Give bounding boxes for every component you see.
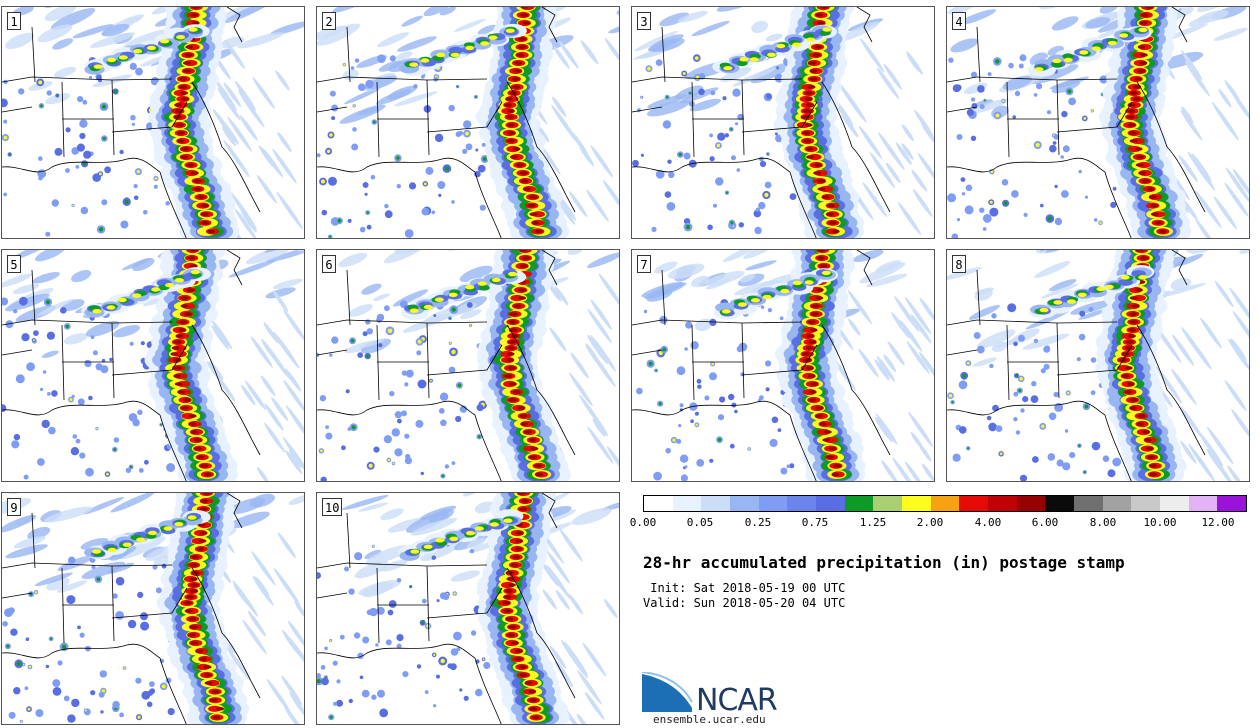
colorbar-swatch — [988, 496, 1017, 511]
ncar-logo-text: NCAR — [696, 683, 777, 714]
stamp-panel-1[interactable]: 1 — [1, 6, 305, 239]
colorbar-swatch — [959, 496, 989, 511]
colorbar-swatch — [758, 496, 788, 511]
colorbar-swatch — [1045, 496, 1075, 511]
member-number-label: 3 — [637, 12, 651, 30]
colorbar-swatch — [1016, 496, 1046, 511]
stamp-panel-10[interactable]: 10 — [316, 492, 620, 725]
stamp-panel-9[interactable]: 9 — [1, 492, 305, 725]
stamp-panel-2[interactable]: 2 — [316, 6, 620, 239]
colorbar-tick-label: 6.00 — [1031, 516, 1059, 529]
precip-map — [317, 493, 619, 724]
colorbar-swatch — [701, 496, 731, 511]
stamp-panel-3[interactable]: 3 — [631, 6, 935, 239]
precip-map — [317, 250, 619, 481]
member-number-label: 7 — [637, 255, 651, 273]
precip-map — [317, 7, 619, 238]
precip-map — [632, 250, 934, 481]
precip-map — [2, 250, 304, 481]
member-number-label: 1 — [7, 12, 21, 30]
colorbar-swatch — [730, 496, 759, 511]
stamp-panel-5[interactable]: 5 — [1, 249, 305, 482]
precip-map — [2, 493, 304, 724]
colorbar-swatch — [902, 496, 931, 511]
colorbar-swatch — [816, 496, 845, 511]
member-number-label: 8 — [952, 255, 966, 273]
precip-map — [632, 7, 934, 238]
precip-map — [947, 7, 1249, 238]
colorbar-swatch — [644, 496, 673, 511]
site-url: ensemble.ucar.edu — [653, 713, 766, 726]
precip-map — [947, 250, 1249, 481]
colorbar-swatch — [787, 496, 817, 511]
colorbar-tick-label: 2.00 — [916, 516, 944, 529]
colorbar-tick-label: 0.25 — [744, 516, 772, 529]
colorbar-tick-label: 10.00 — [1143, 516, 1177, 529]
member-number-label: 5 — [7, 255, 21, 273]
colorbar-swatch — [1160, 496, 1189, 511]
plot-title: 28-hr accumulated precipitation (in) pos… — [643, 553, 1125, 572]
precip-map — [2, 7, 304, 238]
colorbar-swatch — [1102, 496, 1132, 511]
colorbar-tick-label: 4.00 — [974, 516, 1002, 529]
colorbar-swatch — [930, 496, 960, 511]
colorbar-swatch — [1188, 496, 1218, 511]
stamp-panel-4[interactable]: 4 — [946, 6, 1250, 239]
stamp-panel-6[interactable]: 6 — [316, 249, 620, 482]
colorbar-tick-label: 0.00 — [629, 516, 657, 529]
colorbar-tick-label: 0.05 — [686, 516, 714, 529]
member-number-label: 2 — [322, 12, 336, 30]
colorbar-tick-label: 0.75 — [801, 516, 829, 529]
colorbar-tick-label: 8.00 — [1089, 516, 1117, 529]
colorbar-tick-label: 1.25 — [859, 516, 887, 529]
colorbar-tick-label: 12.00 — [1201, 516, 1235, 529]
member-number-label: 10 — [322, 498, 343, 516]
ncar-logo: NCAR — [642, 672, 778, 714]
colorbar — [643, 495, 1247, 512]
colorbar-swatch — [1131, 496, 1161, 511]
stamp-panel-7[interactable]: 7 — [631, 249, 935, 482]
colorbar-swatch — [672, 496, 702, 511]
member-number-label: 4 — [952, 12, 966, 30]
member-number-label: 6 — [322, 255, 336, 273]
colorbar-swatch — [1074, 496, 1103, 511]
member-number-label: 9 — [7, 498, 21, 516]
colorbar-swatch — [873, 496, 903, 511]
init-time: Init: Sat 2018-05-19 00 UTC — [643, 581, 846, 595]
stamp-panel-8[interactable]: 8 — [946, 249, 1250, 482]
valid-time: Valid: Sun 2018-05-20 04 UTC — [643, 596, 846, 610]
colorbar-swatch — [1217, 496, 1247, 511]
colorbar-swatch — [844, 496, 874, 511]
